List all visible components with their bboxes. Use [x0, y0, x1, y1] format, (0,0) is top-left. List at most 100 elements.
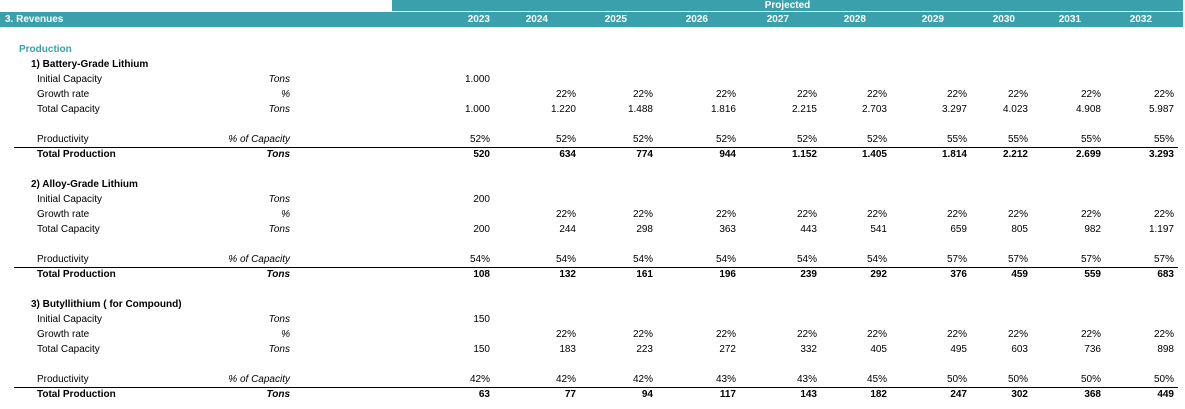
total-divider — [14, 147, 1178, 148]
cell-value: 376 — [950, 269, 967, 280]
total-row: Total Production Tons 63 77 94 117 143 1… — [0, 388, 1183, 402]
cell-value: 659 — [950, 224, 967, 235]
row-label: Productivity — [37, 254, 89, 265]
cell-value: 22% — [715, 89, 736, 100]
cell-value: 50% — [946, 374, 967, 385]
cell-value: 944 — [719, 149, 736, 160]
row-unit: % — [281, 329, 290, 340]
cell-value: 1.220 — [550, 104, 576, 115]
row-label: Total Capacity — [37, 344, 100, 355]
cell-value: 54% — [469, 254, 490, 265]
table-row: Total Capacity Tons 200 244 298 363 443 … — [0, 223, 1183, 237]
cell-value: 22% — [555, 89, 576, 100]
cell-value: 22% — [866, 209, 887, 220]
cell-value: 4.908 — [1075, 104, 1101, 115]
year-header: 2031 — [1058, 14, 1081, 25]
cell-value: 200 — [473, 194, 490, 205]
cell-value: 1.816 — [710, 104, 736, 115]
cell-value: 196 — [719, 269, 736, 280]
table-row: Initial Capacity Tons 200 — [0, 193, 1183, 207]
total-divider — [14, 387, 1178, 388]
year-header: 2023 — [467, 14, 490, 25]
cell-value: 57% — [1080, 254, 1101, 265]
cell-value: 22% — [796, 209, 817, 220]
table-row: Total Capacity Tons 150 183 223 272 332 … — [0, 343, 1183, 357]
cell-value: 1.488 — [627, 104, 653, 115]
cell-value: 363 — [719, 224, 736, 235]
block-title: 3) Butyllithium ( for Compound) — [31, 299, 182, 310]
table-row: Growth rate % 22% 22% 22% 22% 22% 22% 22… — [0, 328, 1183, 342]
cell-value: 117 — [719, 389, 736, 400]
cell-value: 22% — [866, 89, 887, 100]
row-label: Productivity — [37, 134, 89, 145]
cell-value: 200 — [473, 224, 490, 235]
cell-value: 22% — [1007, 209, 1028, 220]
row-unit: Tons — [266, 389, 290, 400]
year-header: 2025 — [604, 14, 627, 25]
cell-value: 5.987 — [1148, 104, 1174, 115]
cell-value: 223 — [636, 344, 653, 355]
cell-value: 42% — [469, 374, 490, 385]
cell-value: 272 — [719, 344, 736, 355]
cell-value: 982 — [1084, 224, 1101, 235]
cell-value: 57% — [1153, 254, 1174, 265]
cell-value: 22% — [632, 89, 653, 100]
table-row: Initial Capacity Tons 1.000 — [0, 73, 1183, 87]
row-label: Initial Capacity — [37, 74, 103, 85]
year-header: 2027 — [766, 14, 789, 25]
cell-value: 52% — [866, 134, 887, 145]
cell-value: 150 — [473, 344, 490, 355]
cell-value: 182 — [870, 389, 887, 400]
row-unit: Tons — [266, 149, 290, 160]
row-label: Total Production — [37, 389, 116, 400]
cell-value: 22% — [715, 209, 736, 220]
table-row: Total Capacity Tons 1.000 1.220 1.488 1.… — [0, 103, 1183, 117]
cell-value: 405 — [870, 344, 887, 355]
row-unit: Tons — [268, 104, 290, 115]
row-label: Growth rate — [37, 89, 90, 100]
cell-value: 52% — [555, 134, 576, 145]
block-title-row: 3) Butyllithium ( for Compound) — [0, 298, 1183, 312]
cell-value: 183 — [559, 344, 576, 355]
section-header-title: 3. Revenues — [5, 14, 64, 25]
cell-value: 22% — [1153, 329, 1174, 340]
year-header: 2032 — [1129, 14, 1152, 25]
cell-value: 42% — [555, 374, 576, 385]
cell-value: 22% — [946, 89, 967, 100]
row-label: Initial Capacity — [37, 314, 103, 325]
cell-value: 55% — [1007, 134, 1028, 145]
cell-value: 45% — [866, 374, 887, 385]
cell-value: 22% — [1080, 209, 1101, 220]
cell-value: 2.703 — [861, 104, 887, 115]
cell-value: 108 — [473, 269, 490, 280]
cell-value: 239 — [800, 269, 817, 280]
cell-value: 161 — [636, 269, 653, 280]
block-title-row: 2) Alloy-Grade Lithium — [0, 178, 1183, 192]
cell-value: 54% — [555, 254, 576, 265]
cell-value: 50% — [1080, 374, 1101, 385]
cell-value: 1.405 — [861, 149, 887, 160]
block-title: 2) Alloy-Grade Lithium — [31, 179, 138, 190]
cell-value: 1.000 — [464, 104, 490, 115]
row-label: Total Capacity — [37, 104, 100, 115]
projected-banner: Projected — [392, 0, 1183, 11]
cell-value: 22% — [715, 329, 736, 340]
row-unit: Tons — [268, 344, 290, 355]
table-row: Growth rate % 22% 22% 22% 22% 22% 22% 22… — [0, 208, 1183, 222]
cell-value: 54% — [796, 254, 817, 265]
year-header: 2030 — [992, 14, 1015, 25]
cell-value: 22% — [1080, 329, 1101, 340]
cell-value: 1.197 — [1148, 224, 1174, 235]
cell-value: 54% — [715, 254, 736, 265]
cell-value: 22% — [796, 329, 817, 340]
cell-value: 559 — [1084, 269, 1101, 280]
cell-value: 54% — [632, 254, 653, 265]
row-unit: Tons — [268, 74, 290, 85]
cell-value: 57% — [946, 254, 967, 265]
cell-value: 43% — [796, 374, 817, 385]
year-header: 2028 — [843, 14, 866, 25]
table-row: Initial Capacity Tons 150 — [0, 313, 1183, 327]
row-label: Growth rate — [37, 209, 90, 220]
cell-value: 42% — [632, 374, 653, 385]
cell-value: 77 — [564, 389, 576, 400]
